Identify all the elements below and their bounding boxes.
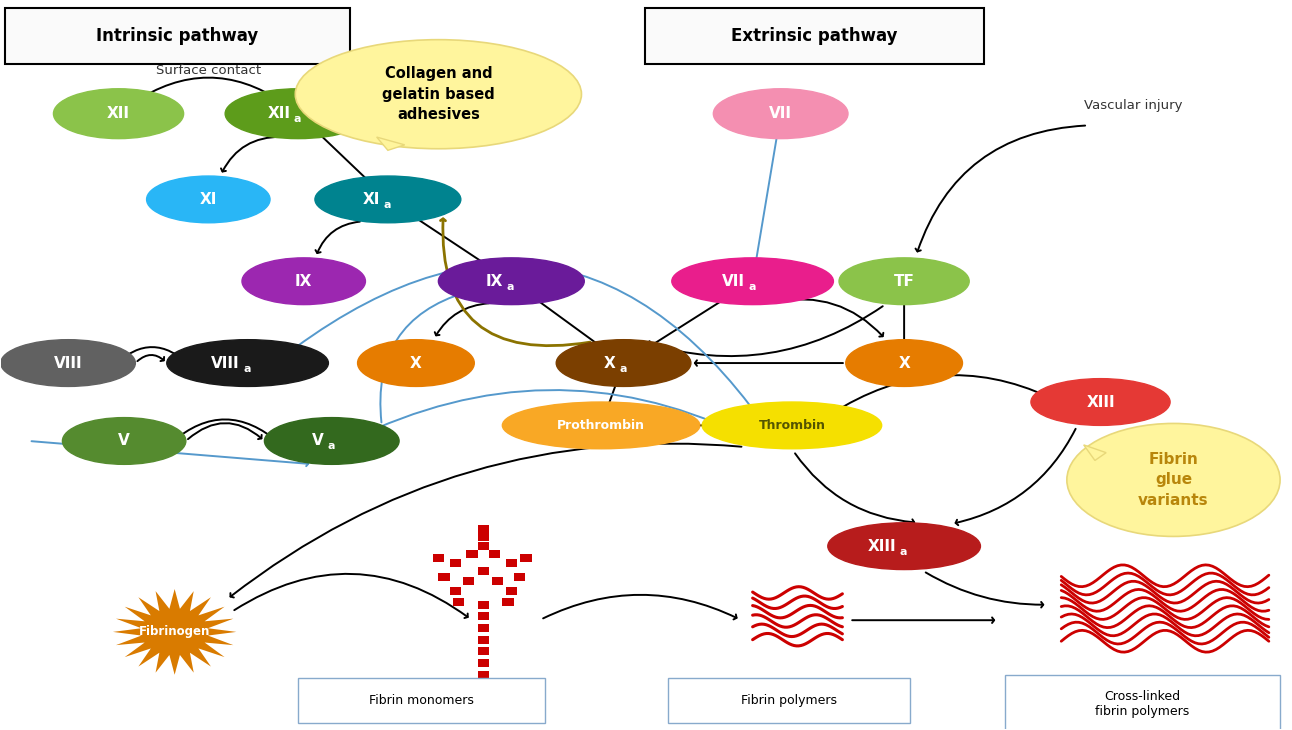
Text: Cross-linked
fibrin polymers: Cross-linked fibrin polymers	[1096, 690, 1190, 718]
Ellipse shape	[53, 89, 183, 139]
Bar	[450, 588, 461, 595]
Ellipse shape	[358, 339, 474, 386]
FancyBboxPatch shape	[5, 8, 350, 64]
Text: IX: IX	[486, 274, 504, 289]
Bar	[478, 567, 488, 575]
Bar	[478, 636, 488, 644]
Text: a: a	[506, 282, 514, 292]
Text: Extrinsic pathway: Extrinsic pathway	[731, 27, 898, 45]
Ellipse shape	[225, 89, 371, 139]
Bar	[478, 612, 488, 620]
Bar	[450, 559, 461, 567]
Text: XII: XII	[267, 106, 291, 121]
Bar	[478, 659, 488, 667]
Text: XIII: XIII	[1087, 394, 1115, 410]
Text: Thrombin: Thrombin	[758, 419, 826, 432]
Bar	[433, 554, 444, 562]
Text: XIII: XIII	[868, 539, 897, 553]
Text: XI: XI	[363, 192, 380, 207]
Text: Intrinsic pathway: Intrinsic pathway	[97, 27, 258, 45]
Ellipse shape	[557, 339, 691, 386]
Text: a: a	[293, 114, 301, 124]
Text: Fibrin
glue
variants: Fibrin glue variants	[1138, 452, 1209, 508]
Polygon shape	[1084, 445, 1106, 461]
FancyBboxPatch shape	[1005, 675, 1280, 730]
Bar	[503, 599, 514, 606]
Text: X: X	[603, 356, 616, 371]
Ellipse shape	[672, 258, 833, 304]
Ellipse shape	[62, 418, 186, 464]
Text: Fibrinogen: Fibrinogen	[140, 626, 211, 639]
Text: a: a	[748, 282, 756, 292]
Bar	[505, 588, 517, 595]
Bar	[492, 577, 504, 585]
Bar	[478, 533, 488, 541]
Ellipse shape	[702, 402, 881, 449]
Text: X: X	[410, 356, 421, 371]
Text: VII: VII	[722, 274, 744, 289]
Ellipse shape	[1031, 379, 1171, 426]
Text: Vascular injury: Vascular injury	[1084, 99, 1182, 112]
Text: XI: XI	[200, 192, 217, 207]
Text: IX: IX	[295, 274, 313, 289]
Bar	[505, 559, 517, 567]
Text: V: V	[313, 434, 324, 448]
Text: a: a	[327, 442, 335, 451]
Ellipse shape	[828, 523, 981, 569]
Ellipse shape	[242, 258, 366, 304]
Ellipse shape	[438, 258, 584, 304]
Text: Prothrombin: Prothrombin	[557, 419, 645, 432]
Text: X: X	[898, 356, 910, 371]
Text: XII: XII	[107, 106, 130, 121]
Ellipse shape	[167, 339, 328, 386]
Bar	[463, 577, 474, 585]
Text: Collagen and
gelatin based
adhesives: Collagen and gelatin based adhesives	[382, 66, 495, 122]
Ellipse shape	[839, 258, 969, 304]
Text: a: a	[384, 200, 390, 210]
Bar	[478, 542, 488, 550]
Ellipse shape	[1067, 423, 1280, 537]
Bar	[488, 550, 500, 558]
Polygon shape	[112, 589, 236, 675]
Text: VIII: VIII	[54, 356, 83, 371]
Text: a: a	[899, 547, 907, 557]
Bar	[478, 525, 488, 533]
Ellipse shape	[503, 402, 700, 449]
Text: a: a	[619, 364, 627, 374]
Ellipse shape	[713, 89, 848, 139]
Text: V: V	[119, 434, 130, 448]
Ellipse shape	[1, 339, 136, 386]
Text: TF: TF	[894, 274, 915, 289]
Ellipse shape	[846, 339, 963, 386]
Ellipse shape	[315, 176, 461, 223]
Text: Fibrin monomers: Fibrin monomers	[370, 694, 474, 707]
Text: Fibrin polymers: Fibrin polymers	[742, 694, 837, 707]
Bar	[478, 648, 488, 656]
Bar	[478, 671, 488, 679]
Bar	[453, 599, 464, 606]
Bar	[478, 567, 488, 575]
Bar	[438, 574, 450, 581]
Polygon shape	[377, 137, 404, 150]
FancyBboxPatch shape	[668, 678, 910, 723]
Bar	[466, 550, 478, 558]
Text: a: a	[243, 364, 251, 374]
Bar	[514, 574, 525, 581]
Bar	[521, 554, 531, 562]
Bar	[478, 601, 488, 609]
FancyBboxPatch shape	[645, 8, 983, 64]
Bar	[478, 624, 488, 632]
Ellipse shape	[296, 39, 581, 149]
Ellipse shape	[265, 418, 399, 464]
Ellipse shape	[146, 176, 270, 223]
FancyBboxPatch shape	[298, 678, 545, 723]
Text: VIII: VIII	[211, 356, 240, 371]
Text: Surface contact: Surface contact	[156, 64, 261, 77]
Text: VII: VII	[769, 106, 792, 121]
